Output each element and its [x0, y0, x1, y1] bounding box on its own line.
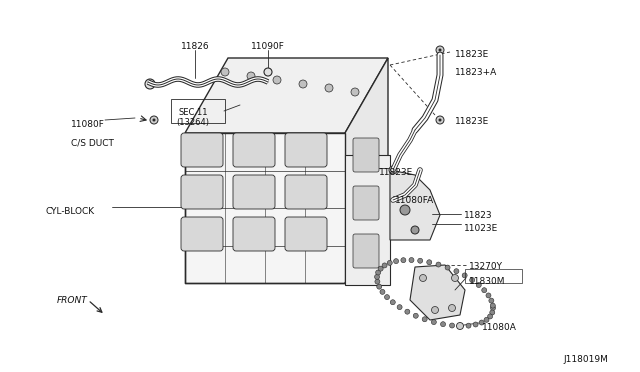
Circle shape [456, 323, 463, 330]
FancyBboxPatch shape [233, 175, 275, 209]
Circle shape [458, 324, 463, 328]
Circle shape [150, 116, 158, 124]
Circle shape [247, 72, 255, 80]
FancyBboxPatch shape [181, 133, 223, 167]
Circle shape [449, 305, 456, 311]
Polygon shape [410, 265, 465, 320]
Text: 11090F: 11090F [251, 42, 285, 51]
Circle shape [438, 48, 442, 51]
Text: FRONT: FRONT [56, 296, 88, 305]
Polygon shape [345, 58, 388, 283]
Circle shape [488, 314, 493, 319]
Text: 11826: 11826 [180, 42, 209, 51]
Text: 11823+A: 11823+A [455, 68, 497, 77]
Circle shape [466, 323, 471, 328]
Circle shape [273, 76, 281, 84]
Text: J118019M: J118019M [563, 355, 608, 364]
FancyBboxPatch shape [181, 217, 223, 251]
Text: C/S DUCT: C/S DUCT [70, 138, 113, 147]
Circle shape [451, 275, 458, 282]
FancyBboxPatch shape [285, 217, 327, 251]
Circle shape [221, 68, 229, 76]
Circle shape [449, 323, 454, 328]
Circle shape [299, 80, 307, 88]
Circle shape [427, 260, 432, 265]
Circle shape [405, 309, 410, 314]
Polygon shape [390, 170, 440, 240]
Circle shape [470, 278, 475, 283]
Circle shape [375, 279, 380, 284]
Circle shape [436, 46, 444, 54]
Circle shape [401, 258, 406, 263]
Circle shape [436, 116, 444, 124]
Circle shape [152, 119, 156, 122]
Circle shape [380, 289, 385, 294]
Circle shape [440, 322, 445, 327]
Circle shape [436, 262, 441, 267]
Polygon shape [185, 58, 388, 133]
FancyBboxPatch shape [233, 133, 275, 167]
Text: 11080FA: 11080FA [395, 196, 434, 205]
Circle shape [325, 84, 333, 92]
Circle shape [145, 79, 155, 89]
Circle shape [479, 320, 484, 325]
Circle shape [489, 298, 494, 303]
Circle shape [385, 295, 390, 299]
Circle shape [382, 263, 387, 268]
Circle shape [376, 270, 381, 275]
Circle shape [392, 169, 394, 171]
FancyBboxPatch shape [353, 138, 379, 172]
Circle shape [387, 260, 392, 265]
FancyBboxPatch shape [233, 217, 275, 251]
Circle shape [431, 320, 436, 325]
Text: CYL-BLOCK: CYL-BLOCK [45, 207, 95, 216]
Circle shape [454, 269, 459, 274]
Circle shape [413, 313, 419, 318]
FancyBboxPatch shape [285, 175, 327, 209]
Circle shape [264, 68, 272, 76]
Circle shape [462, 273, 467, 278]
Circle shape [438, 119, 442, 122]
FancyBboxPatch shape [353, 186, 379, 220]
Text: 11080F: 11080F [71, 120, 105, 129]
Circle shape [473, 322, 478, 327]
Text: 11080A: 11080A [482, 323, 517, 332]
Circle shape [445, 265, 450, 270]
FancyBboxPatch shape [181, 175, 223, 209]
Circle shape [351, 88, 359, 96]
Text: 11823E: 11823E [379, 168, 413, 177]
Polygon shape [345, 155, 390, 285]
Polygon shape [185, 133, 345, 283]
Circle shape [484, 317, 489, 322]
Circle shape [490, 310, 495, 315]
Circle shape [377, 284, 381, 289]
FancyBboxPatch shape [285, 133, 327, 167]
Circle shape [400, 205, 410, 215]
Circle shape [378, 266, 383, 271]
Circle shape [490, 305, 495, 311]
Circle shape [394, 259, 399, 264]
Text: 11830M: 11830M [469, 277, 506, 286]
Circle shape [476, 282, 481, 288]
Circle shape [490, 303, 495, 308]
Circle shape [419, 275, 426, 282]
Circle shape [390, 300, 396, 305]
Circle shape [397, 305, 402, 310]
Circle shape [486, 293, 491, 298]
Circle shape [418, 258, 422, 263]
Circle shape [409, 257, 414, 263]
Text: SEC.11
(13264): SEC.11 (13264) [177, 108, 209, 127]
Circle shape [389, 166, 397, 174]
Text: 11023E: 11023E [464, 224, 499, 233]
Text: 11823: 11823 [464, 211, 493, 220]
FancyBboxPatch shape [353, 234, 379, 268]
Circle shape [374, 274, 380, 279]
Circle shape [411, 226, 419, 234]
Text: 11823E: 11823E [455, 117, 489, 126]
Circle shape [482, 288, 487, 293]
Text: 11823E: 11823E [455, 50, 489, 59]
Text: 13270Y: 13270Y [469, 262, 503, 271]
Circle shape [431, 307, 438, 314]
Circle shape [422, 317, 427, 322]
